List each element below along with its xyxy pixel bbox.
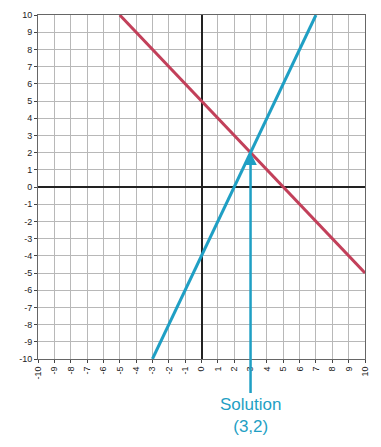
svg-text:1: 1 — [213, 367, 223, 372]
svg-text:4: 4 — [262, 367, 272, 372]
svg-text:-1: -1 — [180, 367, 190, 375]
svg-text:-6: -6 — [24, 285, 32, 295]
svg-text:0: 0 — [27, 182, 32, 192]
svg-text:-6: -6 — [98, 367, 108, 375]
svg-text:-5: -5 — [115, 367, 125, 375]
svg-text:-5: -5 — [24, 268, 32, 278]
svg-text:8: 8 — [327, 367, 337, 372]
svg-text:0: 0 — [196, 367, 206, 372]
svg-text:1: 1 — [27, 165, 32, 175]
svg-text:9: 9 — [344, 367, 354, 372]
svg-text:6: 6 — [295, 367, 305, 372]
svg-text:2: 2 — [229, 367, 239, 372]
svg-text:-2: -2 — [24, 217, 32, 227]
svg-text:-9: -9 — [24, 337, 32, 347]
svg-text:-9: -9 — [49, 367, 59, 375]
svg-text:-4: -4 — [131, 367, 141, 375]
svg-text:Solution(3,2): Solution(3,2) — [220, 395, 281, 436]
svg-text:8: 8 — [27, 45, 32, 55]
svg-text:9: 9 — [27, 27, 32, 37]
svg-text:-10: -10 — [33, 367, 43, 380]
svg-text:-7: -7 — [24, 303, 32, 313]
svg-text:-3: -3 — [24, 234, 32, 244]
svg-text:7: 7 — [27, 62, 32, 72]
svg-text:3: 3 — [27, 131, 32, 141]
svg-text:7: 7 — [311, 367, 321, 372]
svg-text:-2: -2 — [164, 367, 174, 375]
svg-text:4: 4 — [27, 113, 32, 123]
svg-text:-1: -1 — [24, 199, 32, 209]
svg-text:-8: -8 — [66, 367, 76, 375]
svg-text:10: 10 — [22, 10, 32, 20]
svg-text:5: 5 — [278, 367, 288, 372]
svg-text:6: 6 — [27, 79, 32, 89]
svg-text:3: 3 — [245, 367, 255, 372]
svg-text:-8: -8 — [24, 320, 32, 330]
svg-text:-10: -10 — [19, 354, 32, 364]
svg-text:-7: -7 — [82, 367, 92, 375]
svg-text:-4: -4 — [24, 251, 32, 261]
svg-text:2: 2 — [27, 148, 32, 158]
svg-text:5: 5 — [27, 96, 32, 106]
svg-text:-3: -3 — [147, 367, 157, 375]
svg-text:10: 10 — [360, 367, 370, 377]
